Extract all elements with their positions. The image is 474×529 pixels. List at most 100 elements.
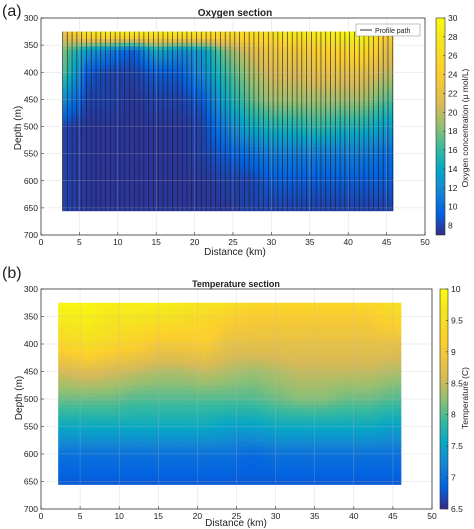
heatmap-cell <box>121 333 128 338</box>
heatmap-cell <box>315 162 322 167</box>
heatmap-cell <box>343 135 350 141</box>
heatmap-cell <box>58 340 65 345</box>
heatmap-cell <box>227 42 234 48</box>
heatmap-cell <box>172 162 179 167</box>
heatmap-cell <box>359 102 366 107</box>
heatmap-cell <box>258 314 265 319</box>
heatmap-cell <box>68 83 75 89</box>
heatmap-cell <box>195 412 202 417</box>
heatmap-cell <box>149 317 156 323</box>
heatmap-cell <box>166 340 173 345</box>
heatmap-cell <box>235 401 242 406</box>
heatmap-cell <box>121 435 128 440</box>
heatmap-cell <box>172 102 179 107</box>
heatmap-cell <box>95 169 102 174</box>
heatmap-cell <box>81 336 88 342</box>
heatmap-cell <box>117 139 124 145</box>
heatmap-cell <box>106 76 113 81</box>
heatmap-cell <box>134 76 141 81</box>
heatmap-cell <box>62 106 69 111</box>
heatmap-cell <box>79 132 86 137</box>
heatmap-cell <box>189 87 196 92</box>
heatmap-cell <box>90 68 97 74</box>
heatmap-cell <box>326 102 333 107</box>
heatmap-cell <box>143 321 151 327</box>
heatmap-cell <box>299 184 306 189</box>
heatmap-cell <box>189 367 196 372</box>
heatmap-cell <box>354 113 361 118</box>
heatmap-cell <box>376 195 383 200</box>
heatmap-cell <box>69 450 76 455</box>
heatmap-cell <box>269 374 276 379</box>
heatmap-cell <box>92 476 99 482</box>
heatmap-cell <box>123 50 130 55</box>
heatmap-cell <box>216 124 223 130</box>
heatmap-cell <box>115 446 122 451</box>
heatmap-cell <box>106 206 113 212</box>
heatmap-cell <box>166 476 173 482</box>
heatmap-cell <box>326 180 333 186</box>
heatmap-cell <box>189 147 196 152</box>
heatmap-cell <box>212 397 219 402</box>
heatmap-cell <box>139 188 146 193</box>
heatmap-cell <box>92 359 99 364</box>
heatmap-cell <box>238 177 245 182</box>
heatmap-cell <box>75 397 82 402</box>
heatmap-cell <box>68 72 75 77</box>
heatmap-cell <box>288 53 295 59</box>
heatmap-cell <box>166 408 173 414</box>
heatmap-cell <box>252 416 259 421</box>
heatmap-cell <box>183 393 191 398</box>
heatmap-cell <box>280 431 288 436</box>
heatmap-cell <box>381 180 388 186</box>
heatmap-cell <box>117 98 124 104</box>
heatmap-cell <box>134 162 141 167</box>
heatmap-cell <box>149 401 156 406</box>
heatmap-cell <box>178 98 185 104</box>
heatmap-cell <box>189 442 196 448</box>
heatmap-cell <box>326 65 333 70</box>
heatmap-cell <box>200 359 208 364</box>
heatmap-cell <box>161 76 168 81</box>
heatmap-cell <box>266 31 273 36</box>
heatmap-cell <box>271 135 278 141</box>
heatmap-cell <box>244 199 251 204</box>
heatmap-cell <box>172 385 179 391</box>
heatmap-cell <box>172 340 179 345</box>
heatmap-cell <box>218 442 225 448</box>
heatmap-cell <box>178 65 185 70</box>
heatmap-cell <box>161 162 168 167</box>
heatmap-cell <box>280 389 288 395</box>
heatmap-cell <box>238 195 245 200</box>
heatmap-cell <box>69 389 76 395</box>
heatmap-cell <box>381 154 388 159</box>
heatmap-cell <box>68 184 75 189</box>
heatmap-cell <box>128 188 135 193</box>
heatmap-cell <box>189 302 196 308</box>
heatmap-cell <box>233 102 240 107</box>
heatmap-cell <box>354 206 361 212</box>
heatmap-cell <box>69 321 76 327</box>
heatmap-cell <box>343 147 350 152</box>
heatmap-cell <box>75 419 82 425</box>
heatmap-cell <box>387 35 394 40</box>
heatmap-cell <box>79 139 86 145</box>
heatmap-cell <box>238 173 245 178</box>
heatmap-cell <box>206 378 213 383</box>
heatmap-cell <box>115 442 122 448</box>
heatmap-cell <box>134 109 141 115</box>
heatmap-cell <box>167 199 174 204</box>
heatmap-cell <box>161 83 168 89</box>
heatmap-cell <box>249 169 256 174</box>
heatmap-cell <box>288 35 295 40</box>
heatmap-cell <box>115 419 122 425</box>
heatmap-cell <box>348 113 355 118</box>
heatmap-cell <box>161 94 168 100</box>
heatmap-cell <box>277 184 284 189</box>
heatmap-cell <box>128 80 135 85</box>
heatmap-cell <box>266 42 273 48</box>
heatmap-cell <box>132 435 139 440</box>
heatmap-cell <box>299 61 306 66</box>
heatmap-cell <box>223 314 231 319</box>
heatmap-cell <box>90 147 97 152</box>
